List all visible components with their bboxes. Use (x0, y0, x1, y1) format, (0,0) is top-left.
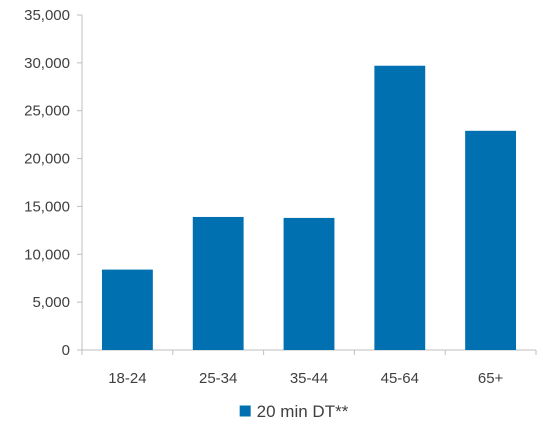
x-tick-label: 45-64 (381, 370, 419, 387)
y-tick-label: 35,000 (24, 7, 70, 24)
bar-65plus (465, 130, 517, 350)
x-tick-label: 25-34 (199, 370, 237, 387)
bar-25-34 (192, 216, 244, 350)
y-tick-label: 20,000 (24, 151, 70, 168)
y-tick-label: 10,000 (24, 246, 70, 263)
x-tick-label: 35-44 (290, 370, 328, 387)
bar-18-24 (101, 269, 153, 350)
x-axis: 18-24 25-34 35-44 45-64 65+ (81, 349, 537, 387)
legend: 20 min DT** (239, 402, 349, 421)
y-tick-label: 0 (62, 342, 70, 359)
bars (101, 65, 517, 350)
bar-35-44 (283, 217, 335, 350)
y-tick-label: 15,000 (24, 198, 70, 215)
legend-swatch (239, 405, 251, 417)
y-tick-label: 25,000 (24, 103, 70, 120)
x-tick-label: 18-24 (108, 370, 146, 387)
bar-45-64 (374, 65, 426, 350)
y-tick-label: 30,000 (24, 55, 70, 72)
legend-label: 20 min DT** (257, 402, 349, 421)
x-tick-label: 65+ (478, 370, 504, 387)
y-axis: 0 5,000 10,000 15,000 20,000 25,000 30,000 35,0… (24, 7, 83, 359)
y-tick-label: 5,000 (32, 294, 70, 311)
